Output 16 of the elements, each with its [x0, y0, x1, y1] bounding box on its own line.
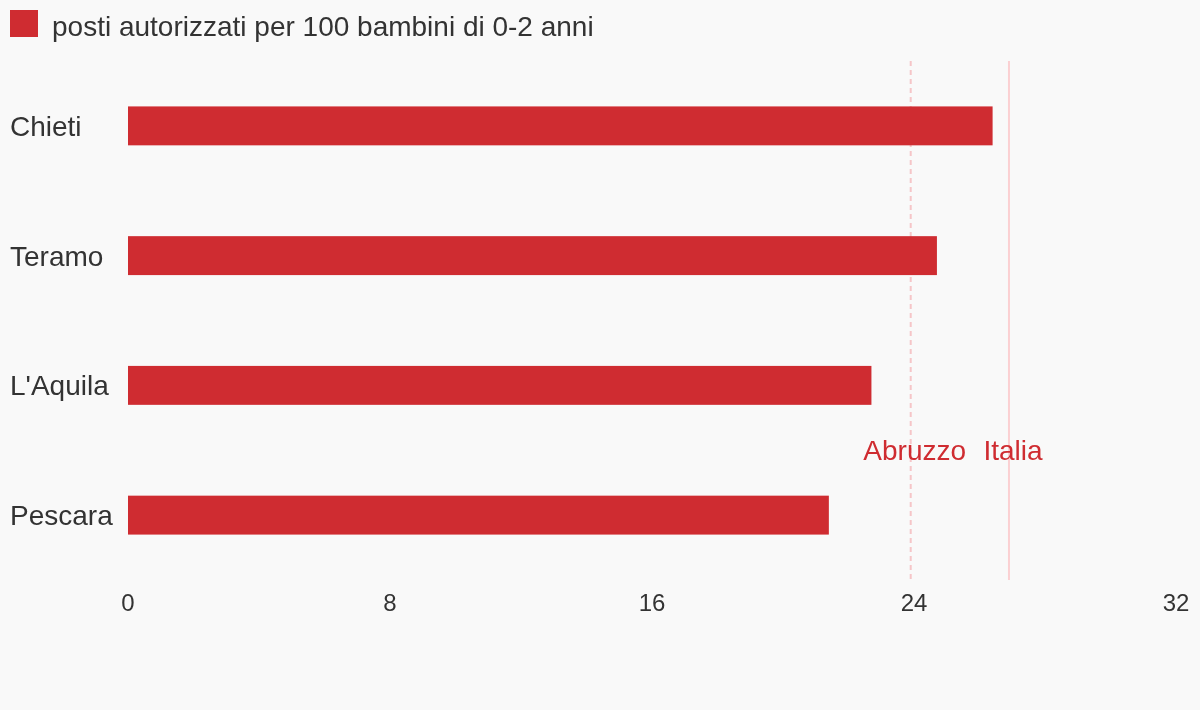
- y-tick-label: Pescara: [10, 500, 114, 532]
- x-tick-label: 8: [383, 589, 397, 616]
- ref-line-label: Abruzzo: [863, 435, 967, 466]
- x-tick-label: 24: [900, 589, 928, 616]
- legend-label: posti autorizzati per 100 bambini di 0-2 anni: [52, 11, 594, 42]
- y-tick-label: Chieti: [10, 110, 82, 142]
- ref-line-label: Italia: [983, 435, 1043, 466]
- bar: [128, 236, 937, 276]
- bar: [128, 106, 993, 146]
- x-tick-label: 32: [1162, 589, 1190, 616]
- bar: [128, 495, 829, 535]
- x-tick-label: 0: [121, 589, 135, 616]
- x-tick-label: 16: [638, 589, 666, 616]
- bar: [128, 365, 872, 405]
- y-tick-label: L'Aquila: [10, 370, 110, 402]
- y-tick-label: Teramo: [10, 240, 104, 272]
